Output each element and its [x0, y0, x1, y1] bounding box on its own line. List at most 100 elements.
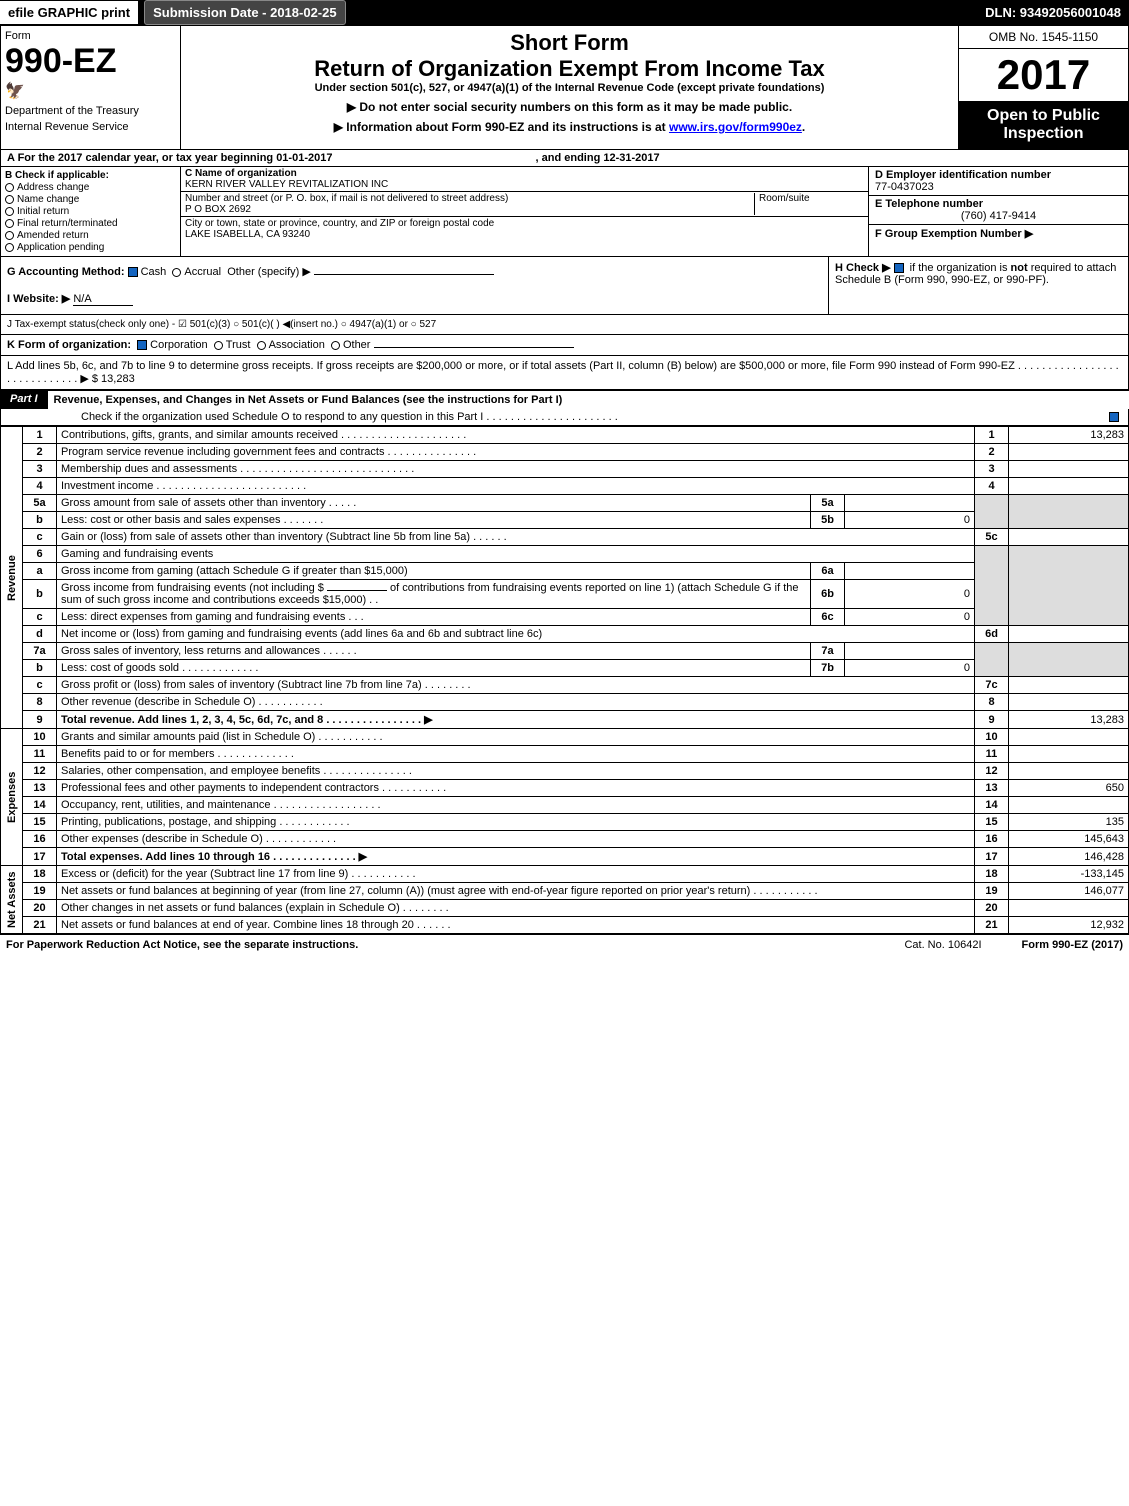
- line-value: 13,283: [1009, 711, 1129, 729]
- line-rnum: 19: [975, 883, 1009, 900]
- d-ein-label: D Employer identification number: [875, 169, 1051, 181]
- line-num: 4: [23, 478, 57, 495]
- info-text: ▶ Information about Form 990-EZ and its …: [334, 120, 669, 134]
- opt-address-change: Address change: [17, 182, 89, 193]
- side-revenue: Revenue: [1, 427, 23, 729]
- mid-num: 7b: [811, 660, 845, 677]
- col-b-opt[interactable]: Final return/terminated: [5, 218, 176, 229]
- table-row: b Less: cost or other basis and sales ex…: [1, 512, 1129, 529]
- row-a-tax-year: A For the 2017 calendar year, or tax yea…: [0, 150, 1129, 167]
- i-label: I Website: ▶: [7, 293, 70, 305]
- line-desc: Occupancy, rent, utilities, and maintena…: [57, 797, 975, 814]
- table-row: 17Total expenses. Add lines 10 through 1…: [1, 848, 1129, 866]
- line-desc: Excess or (deficit) for the year (Subtra…: [57, 866, 975, 883]
- table-row: 9 Total revenue. Add lines 1, 2, 3, 4, 5…: [1, 711, 1129, 729]
- table-row: 16Other expenses (describe in Schedule O…: [1, 831, 1129, 848]
- irs-eagle-icon: 🦅: [5, 81, 176, 101]
- line-value: 146,077: [1009, 883, 1129, 900]
- line-desc: Gross sales of inventory, less returns a…: [57, 643, 811, 660]
- part1-num: Part I: [0, 390, 48, 409]
- table-row: a Gross income from gaming (attach Sched…: [1, 563, 1129, 580]
- line-num: 3: [23, 461, 57, 478]
- row-l-gross-receipts: L Add lines 5b, 6c, and 7b to line 9 to …: [0, 356, 1129, 390]
- g-other-input[interactable]: [314, 274, 494, 275]
- line-desc: Salaries, other compensation, and employ…: [57, 763, 975, 780]
- h-not: not: [1011, 262, 1028, 274]
- col-b-opt[interactable]: Amended return: [5, 230, 176, 241]
- table-row: b Less: cost of goods sold . . . . . . .…: [1, 660, 1129, 677]
- k-trust-check[interactable]: [214, 341, 223, 350]
- k-assoc-check[interactable]: [257, 341, 266, 350]
- line-num: 9: [23, 711, 57, 729]
- mid-num: 6a: [811, 563, 845, 580]
- line-value: [1009, 797, 1129, 814]
- line-value: 650: [1009, 780, 1129, 797]
- line-value: [1009, 900, 1129, 917]
- shade-cell: [1009, 643, 1129, 677]
- g-cash-check[interactable]: [128, 267, 138, 277]
- table-row: 4 Investment income . . . . . . . . . . …: [1, 478, 1129, 495]
- line-num: 11: [23, 746, 57, 763]
- line-num: 12: [23, 763, 57, 780]
- side-expenses: Expenses: [1, 729, 23, 866]
- line-desc: Gross profit or (loss) from sales of inv…: [57, 677, 975, 694]
- k-corp-check[interactable]: [137, 340, 147, 350]
- part1-header: Part I Revenue, Expenses, and Changes in…: [0, 390, 1129, 409]
- phone-value: (760) 417-9414: [875, 210, 1122, 222]
- line-value: 13,283: [1009, 427, 1129, 444]
- k-other-check[interactable]: [331, 341, 340, 350]
- g-left: G Accounting Method: Cash Accrual Other …: [1, 257, 828, 314]
- g-accrual-check[interactable]: [172, 268, 181, 277]
- line-num: c: [23, 677, 57, 694]
- line-value: [1009, 461, 1129, 478]
- line-value: [1009, 478, 1129, 495]
- mid-val: 0: [845, 609, 975, 626]
- line-num: 6: [23, 546, 57, 563]
- opt-amended: Amended return: [17, 230, 89, 241]
- tax-year: 2017: [959, 49, 1128, 101]
- line-desc: Net assets or fund balances at beginning…: [57, 883, 975, 900]
- g-cash-label: Cash: [141, 266, 167, 278]
- e-phone-label: E Telephone number: [875, 198, 983, 210]
- form-ref: Form 990-EZ (2017): [1022, 939, 1123, 951]
- line-rnum: 5c: [975, 529, 1009, 546]
- col-b-opt[interactable]: Name change: [5, 194, 176, 205]
- c-addr-row: Number and street (or P. O. box, if mail…: [181, 192, 868, 217]
- k-other-input[interactable]: [374, 347, 574, 348]
- table-row: 12Salaries, other compensation, and empl…: [1, 763, 1129, 780]
- top-bar: efile GRAPHIC print Submission Date - 20…: [0, 0, 1129, 25]
- line-desc: Printing, publications, postage, and shi…: [57, 814, 975, 831]
- table-row: 13Professional fees and other payments t…: [1, 780, 1129, 797]
- h-checkbox[interactable]: [894, 263, 904, 273]
- line-value: 12,932: [1009, 917, 1129, 934]
- line-rnum: 4: [975, 478, 1009, 495]
- col-b-opt[interactable]: Application pending: [5, 242, 176, 253]
- table-row: 8 Other revenue (describe in Schedule O)…: [1, 694, 1129, 711]
- line-value: 146,428: [1009, 848, 1129, 866]
- line-num: 15: [23, 814, 57, 831]
- line-desc: Other expenses (describe in Schedule O) …: [57, 831, 975, 848]
- side-net-assets: Net Assets: [1, 866, 23, 934]
- line-value: [1009, 694, 1129, 711]
- line-desc: Gross income from gaming (attach Schedul…: [57, 563, 811, 580]
- line-rnum: 2: [975, 444, 1009, 461]
- l6b-amount-input[interactable]: [327, 590, 387, 591]
- mid-num: 7a: [811, 643, 845, 660]
- g-accounting: G Accounting Method: Cash Accrual Other …: [7, 265, 822, 278]
- page-footer: For Paperwork Reduction Act Notice, see …: [0, 934, 1129, 955]
- line-num: b: [23, 580, 57, 609]
- part1-sub-check[interactable]: [1109, 411, 1122, 423]
- table-row: c Gross profit or (loss) from sales of i…: [1, 677, 1129, 694]
- opt-initial-return: Initial return: [17, 206, 69, 217]
- line-rnum: 1: [975, 427, 1009, 444]
- line-rnum: 20: [975, 900, 1009, 917]
- g-accrual-label: Accrual: [184, 266, 221, 278]
- irs-link[interactable]: www.irs.gov/form990ez: [669, 120, 802, 134]
- line-rnum: 7c: [975, 677, 1009, 694]
- col-d-ein-phone: D Employer identification number 77-0437…: [868, 167, 1128, 256]
- line-rnum: 3: [975, 461, 1009, 478]
- opt-final-return: Final return/terminated: [17, 218, 118, 229]
- line-num: 20: [23, 900, 57, 917]
- col-b-opt[interactable]: Initial return: [5, 206, 176, 217]
- col-b-opt[interactable]: Address change: [5, 182, 176, 193]
